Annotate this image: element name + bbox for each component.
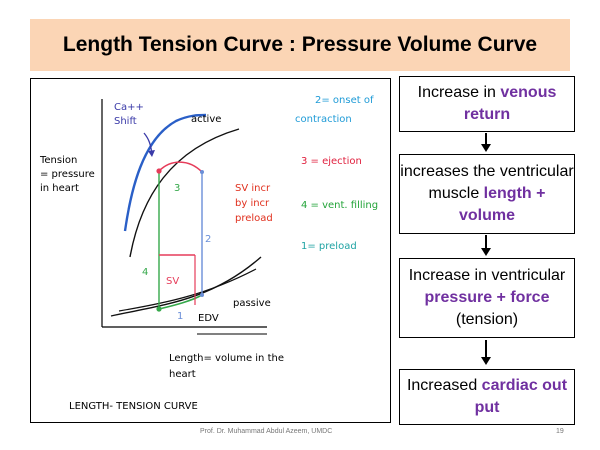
passive-curve <box>110 256 262 317</box>
flow-box-run: Increase in <box>417 84 501 101</box>
point-label-2: 2 <box>205 234 211 245</box>
ca-shift-label-line2: Shift <box>114 116 137 127</box>
ca-shift-arrowhead-icon <box>148 150 155 157</box>
sv-label: SV <box>166 276 179 287</box>
legend-ejection: 3 = ejection <box>301 156 362 167</box>
legend-preload: 1= preload <box>301 241 357 252</box>
point-label-4: 4 <box>142 267 148 278</box>
flow-box-highlight: cardiac out put <box>474 377 568 416</box>
loop-point-2 <box>200 170 204 174</box>
length-tension-diagram: Tension = pressure in heart Ca++ Shift a… <box>39 95 378 412</box>
flow-arrow-3-icon <box>481 340 491 365</box>
legend-onset-line1: 2= onset of <box>315 95 374 106</box>
flow-box-highlight: pressure + force <box>424 289 550 306</box>
active-curve-label: active <box>191 114 221 125</box>
flow-box-highlight: venous return <box>463 84 557 123</box>
active-curve <box>129 128 240 258</box>
flow-box-venous-return: Increase in venous return <box>399 76 575 132</box>
flow-box-run: (tension) <box>455 311 519 328</box>
flow-box-cardiac-output: Increased cardiac out put <box>399 369 575 425</box>
loop-filling <box>158 294 203 310</box>
loop-point-1 <box>200 293 204 297</box>
loop-point-3 <box>156 168 162 174</box>
sv-incr-note-line3: preload <box>235 213 273 224</box>
slide-title: Length Tension Curve : Pressure Volume C… <box>30 19 570 71</box>
flow-arrow-1-icon <box>481 133 491 152</box>
length-tension-figure: Tension = pressure in heart Ca++ Shift a… <box>30 78 391 423</box>
x-axis-label-line2: heart <box>169 369 196 380</box>
slide-footer-author: Prof. Dr. Muhammad Abdul Azeem, UMDC <box>200 428 333 435</box>
sv-incr-note-line2: by incr <box>235 198 270 209</box>
flow-box-run: increases the ventricular muscle <box>400 163 574 202</box>
loop-point-4 <box>156 306 162 312</box>
y-axis-label-line1: Tension <box>39 155 77 166</box>
flow-box-text: Increased cardiac out put <box>400 375 574 419</box>
sv-incr-note-line1: SV incr <box>235 183 271 194</box>
flow-box-ventricular-pressure: Increase in ventricular pressure + force… <box>399 258 575 338</box>
flow-box-run: Increased <box>406 377 482 394</box>
legend-filling: 4 = vent. filling <box>301 200 378 211</box>
point-label-1: 1 <box>177 311 183 322</box>
x-axis-label-line1: Length= volume in the <box>169 353 284 364</box>
figure-caption: LENGTH- TENSION CURVE <box>69 401 198 412</box>
y-axis-label-line2: = pressure <box>40 169 95 180</box>
flow-box-text: Increase in venous return <box>400 82 574 126</box>
active-curve-shifted <box>123 113 207 232</box>
passive-curve-lower <box>118 268 257 312</box>
edv-label: EDV <box>198 313 219 324</box>
passive-curve-label: passive <box>233 298 271 309</box>
flow-box-highlight: length + volume <box>458 185 546 224</box>
flow-box-muscle-length: increases the ventricular muscle length … <box>399 154 575 234</box>
flow-arrow-2-icon <box>481 235 491 256</box>
loop-ejection <box>158 161 203 173</box>
y-axis-label-line3: in heart <box>40 183 79 194</box>
slide-page-number: 19 <box>556 428 564 435</box>
point-label-3: 3 <box>174 183 180 194</box>
ca-shift-label-line1: Ca++ <box>114 102 144 113</box>
flow-box-run: Increase in ventricular <box>408 267 566 284</box>
flow-box-text: Increase in ventricular pressure + force… <box>400 265 574 331</box>
legend-onset-line2: contraction <box>295 114 352 125</box>
flow-box-text: increases the ventricular muscle length … <box>400 161 574 227</box>
